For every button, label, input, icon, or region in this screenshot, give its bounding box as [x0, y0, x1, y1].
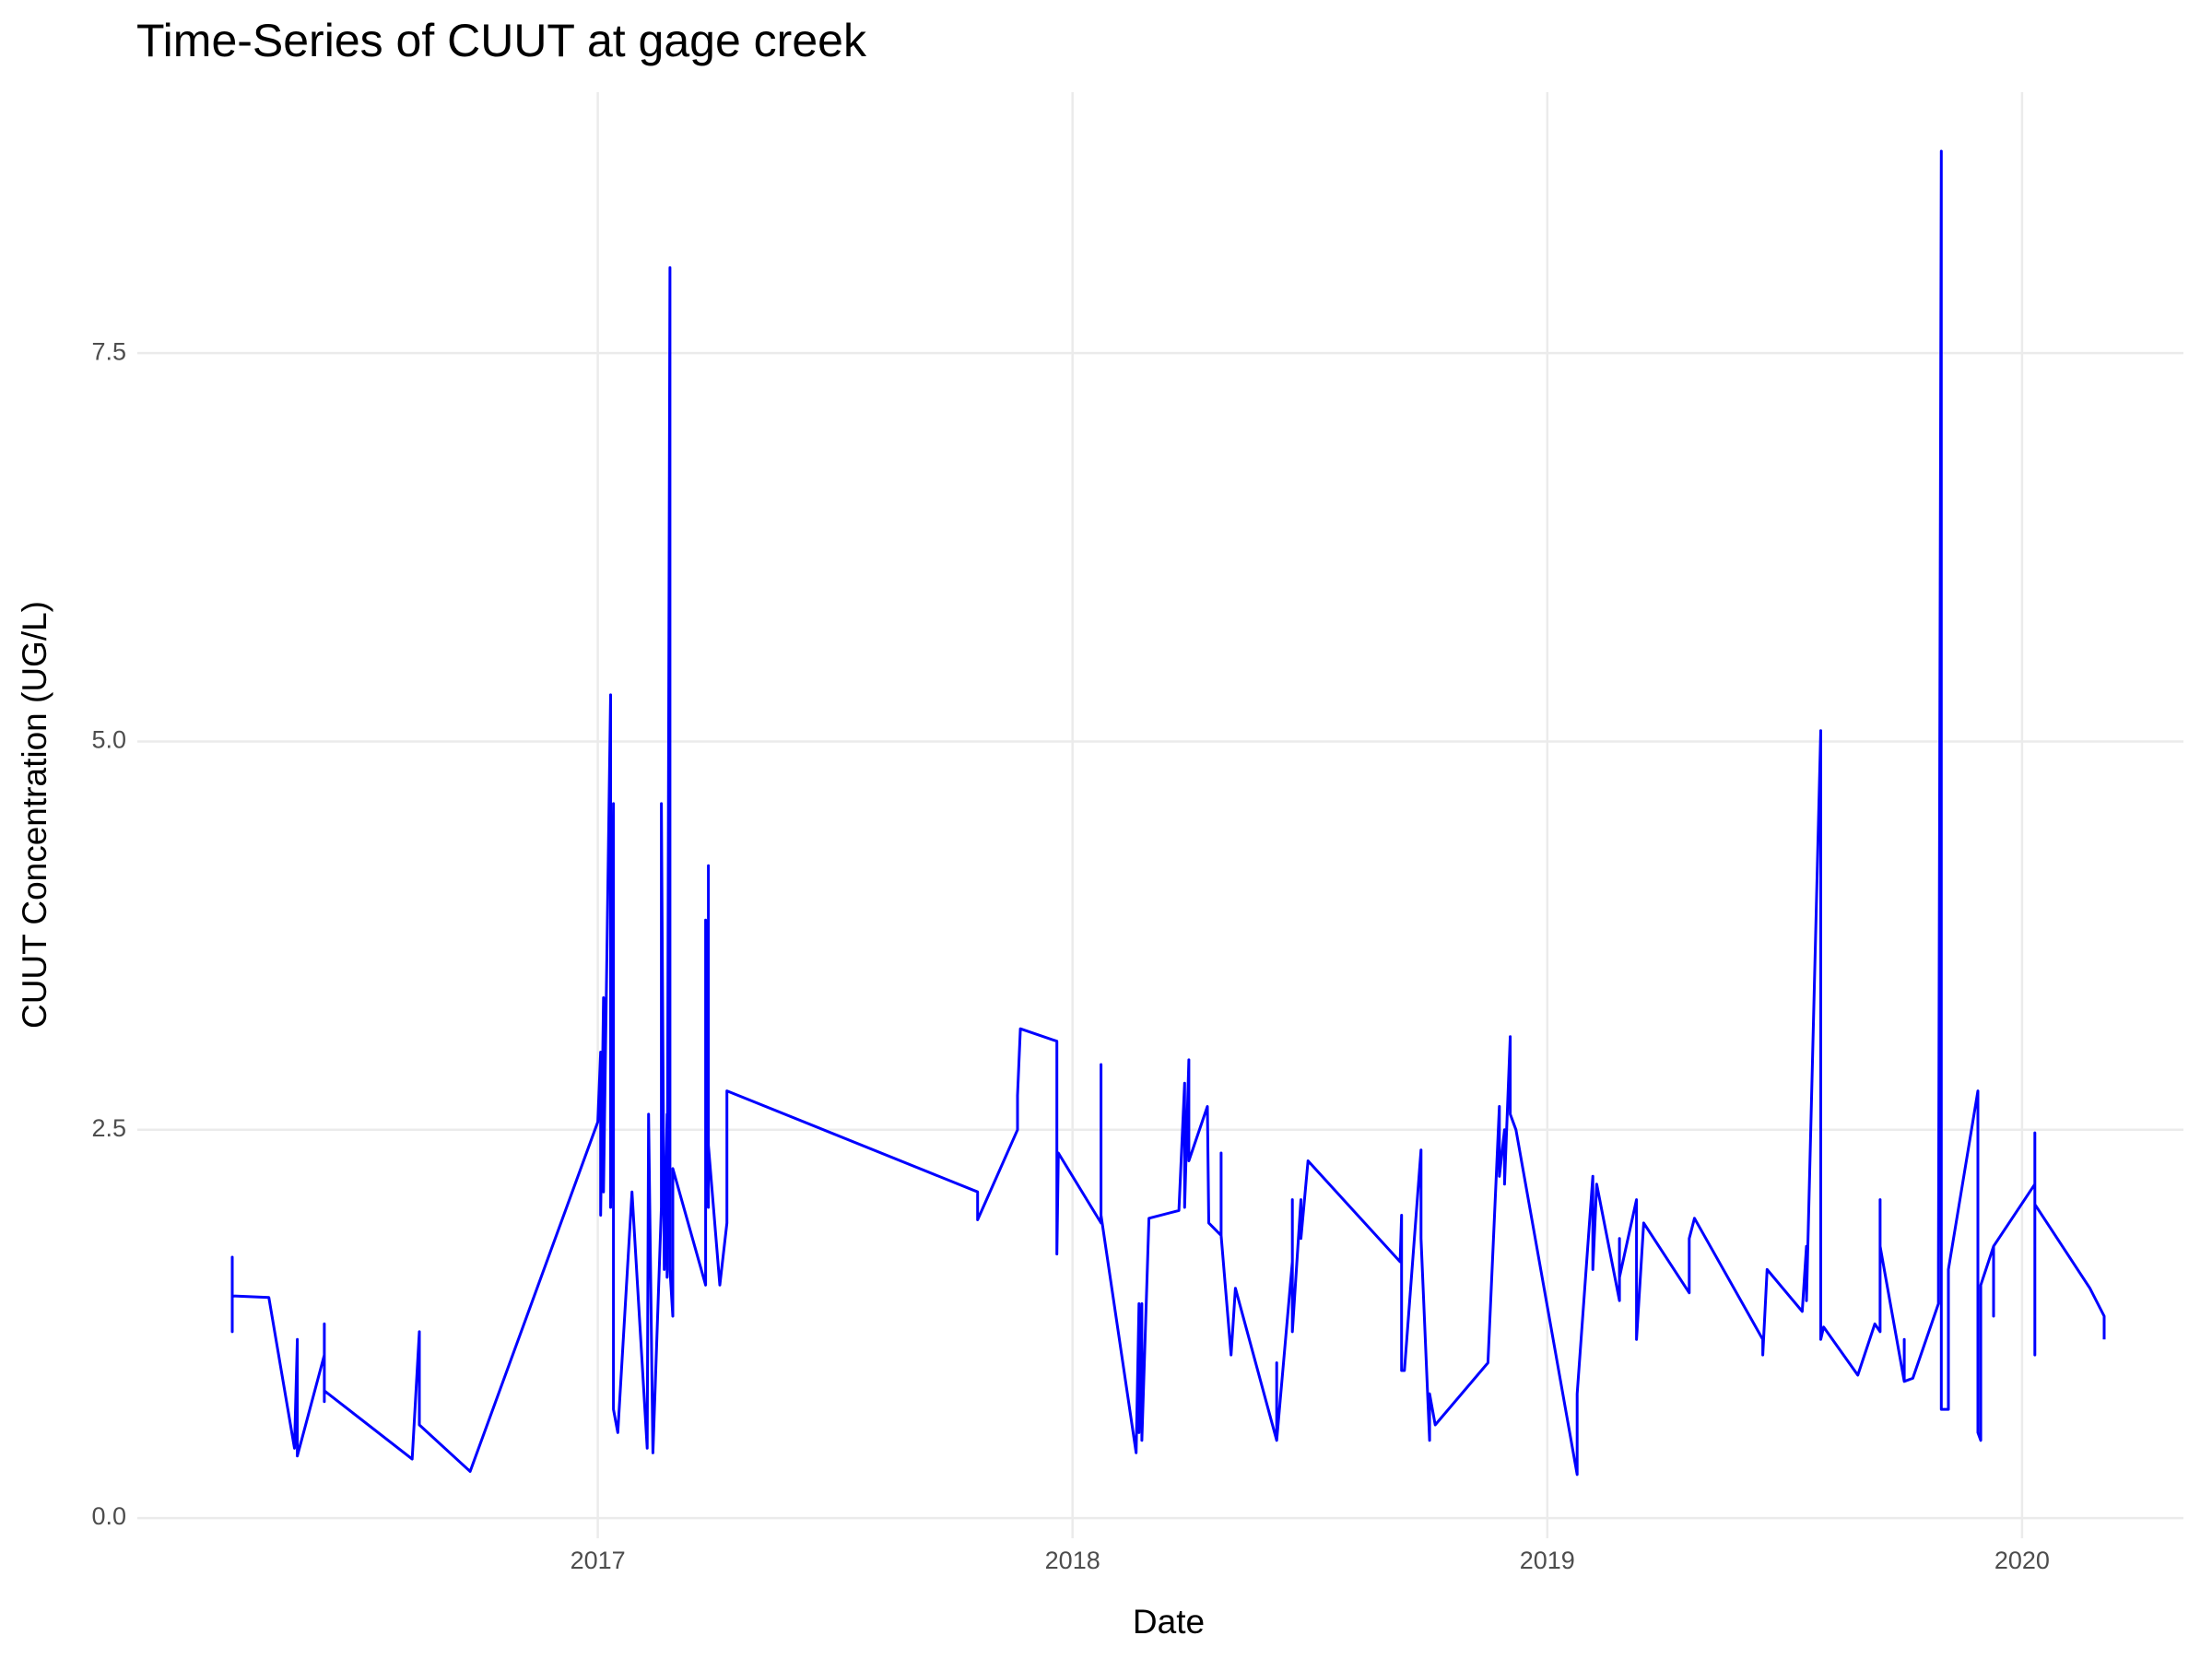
y-tick-label: 2.5: [91, 1114, 126, 1142]
y-tick-label: 5.0: [91, 726, 126, 754]
y-axis-title: CUUT Concentration (UG/L): [16, 601, 53, 1029]
y-tick-label: 7.5: [91, 337, 126, 365]
chart-title: Time-Series of CUUT at gage creek: [136, 15, 867, 66]
y-tick-label: 0.0: [91, 1502, 126, 1530]
x-tick-label: 2017: [571, 1547, 626, 1574]
data-line: [230, 149, 2106, 1477]
x-tick-label: 2020: [1994, 1547, 2050, 1574]
x-tick-label: 2019: [1520, 1547, 1575, 1574]
x-axis-title: Date: [1133, 1603, 1205, 1641]
x-tick-label: 2018: [1045, 1547, 1100, 1574]
